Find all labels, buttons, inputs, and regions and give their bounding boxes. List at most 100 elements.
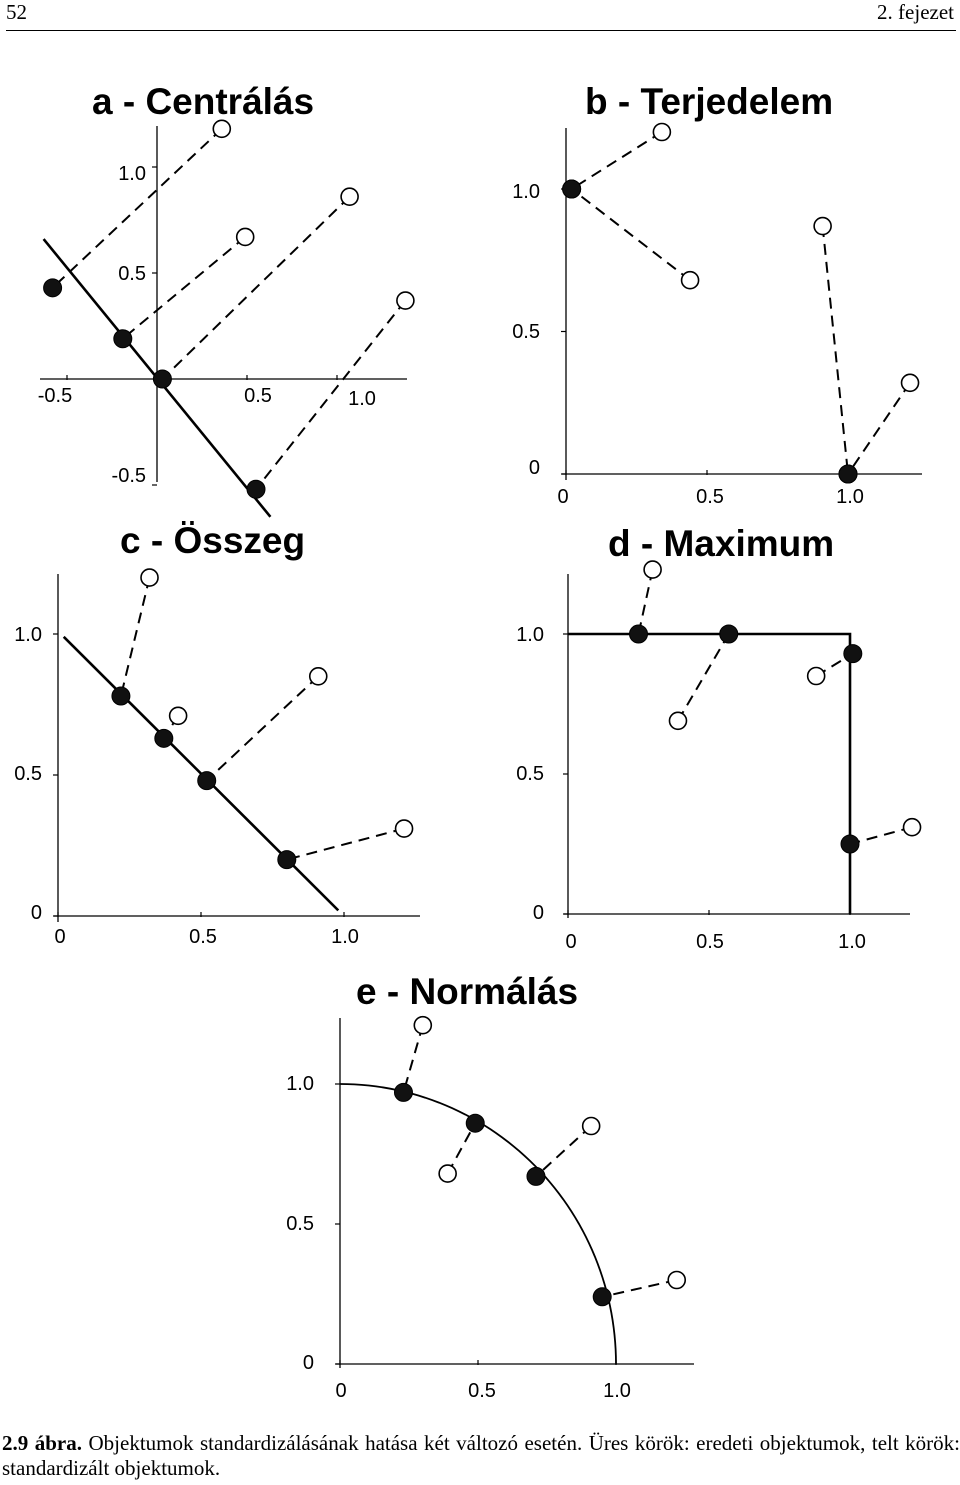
standardized-point-filled xyxy=(465,1113,485,1133)
original-point-open xyxy=(396,291,415,310)
connector-dashed xyxy=(847,382,911,475)
chapter-label: 2. fejezet xyxy=(877,0,954,24)
standardized-point-filled xyxy=(393,1082,413,1102)
x-tick-label: 0.5 xyxy=(189,926,217,948)
caption-label: 2.9 ábra. xyxy=(2,1431,82,1455)
original-point-open xyxy=(394,819,414,838)
y-tick-label: 0 xyxy=(529,457,540,479)
standardized-point-filled xyxy=(43,278,63,298)
connector-dashed xyxy=(119,577,151,697)
y-tick-label: 0.5 xyxy=(118,263,146,285)
x-tick-label: 0 xyxy=(565,931,576,953)
y-tick-label: 1.0 xyxy=(516,624,544,646)
x-tick-label: -0.5 xyxy=(38,385,72,407)
y-tick-label: -0.5 xyxy=(112,465,146,487)
standardized-point-filled xyxy=(592,1287,612,1307)
connector-dashed xyxy=(571,188,691,281)
panel-title: b - Terjedelem xyxy=(585,81,833,122)
connector-dashed xyxy=(122,236,246,340)
x-tick-label: 0.5 xyxy=(468,1380,496,1402)
y-tick-label: 0.5 xyxy=(286,1213,314,1235)
page-number: 52 xyxy=(6,0,27,24)
x-tick-label: 0 xyxy=(54,926,65,948)
panel-b: b - Terjedelem 0 0.5 1.0 1.0 0.5 0 xyxy=(512,81,922,508)
connector-dashed xyxy=(571,131,663,190)
original-point-open xyxy=(668,711,688,731)
x-tick-label: 1.0 xyxy=(603,1380,631,1402)
connector-dashed xyxy=(821,225,849,475)
original-point-open xyxy=(667,1270,687,1290)
figure-panels: a - Centrálás -0.5 0.5 1.0 1.0 0.5 -0.5 b - Ter… xyxy=(14,81,922,1402)
caption-text: Objektumok standardizálásának hatása két… xyxy=(2,1431,960,1480)
connector-dashed xyxy=(206,675,319,782)
panel-d: d - Maximum 0 0.5 1.0 1.0 0.5 0 xyxy=(516,523,922,953)
y-tick-label: 0.5 xyxy=(512,321,540,343)
original-point-open xyxy=(680,270,700,290)
x-tick-label: 0.5 xyxy=(244,385,272,407)
x-tick-label: 1.0 xyxy=(838,931,866,953)
panel-c: c - Összeg 0 0.5 1.0 1.0 0.5 0 xyxy=(14,520,420,948)
original-point-open xyxy=(168,706,188,726)
figure-caption: 2.9 ábra. Objektumok standardizálásának … xyxy=(2,1431,960,1481)
header-rule xyxy=(6,30,956,31)
original-point-open xyxy=(212,119,232,139)
original-point-open xyxy=(813,216,832,236)
y-tick-label: 1.0 xyxy=(286,1073,314,1095)
standardized-point-filled xyxy=(838,464,858,484)
x-tick-label: 1.0 xyxy=(836,486,864,508)
original-point-open xyxy=(643,560,662,579)
standardized-point-filled xyxy=(840,834,860,854)
x-tick-label: 0.5 xyxy=(696,486,724,508)
x-tick-label: 0.5 xyxy=(696,931,724,953)
original-point-open xyxy=(438,1164,457,1183)
original-point-open xyxy=(581,1116,601,1136)
standardized-point-filled xyxy=(246,479,266,499)
reference-boundary xyxy=(568,632,852,914)
original-point-open xyxy=(140,568,159,587)
original-point-open xyxy=(413,1015,433,1035)
original-point-open xyxy=(235,227,255,247)
connector-dashed xyxy=(51,128,223,289)
original-point-open xyxy=(308,666,328,686)
panel-e: e - Normálás 0 0.5 1.0 1.0 0.5 0 xyxy=(286,971,694,1402)
standardized-point-filled xyxy=(843,644,863,664)
standardized-point-filled xyxy=(113,329,133,349)
x-tick-label: 1.0 xyxy=(348,388,376,410)
panel-title: c - Összeg xyxy=(120,520,305,561)
panel-a: a - Centrálás -0.5 0.5 1.0 1.0 0.5 -0.5 xyxy=(38,81,415,518)
connector-dashed xyxy=(535,1125,592,1178)
y-tick-label: 1.0 xyxy=(512,181,540,203)
standardized-point-filled xyxy=(111,686,131,706)
standardized-point-filled xyxy=(154,728,174,748)
original-point-open xyxy=(806,666,826,686)
standardized-point-filled xyxy=(629,624,648,644)
panel-title: e - Normálás xyxy=(356,971,578,1012)
y-tick-label: 0.5 xyxy=(14,763,42,785)
y-tick-label: 1.0 xyxy=(118,163,146,185)
standardized-point-filled xyxy=(277,850,297,870)
panel-title: d - Maximum xyxy=(608,523,834,564)
connector-dashed xyxy=(637,569,654,635)
connector-dashed xyxy=(446,1122,477,1175)
connector-dashed xyxy=(601,1279,677,1298)
original-point-open xyxy=(902,817,922,837)
x-tick-label: 1.0 xyxy=(331,926,359,948)
connector-dashed xyxy=(402,1024,424,1093)
standardized-point-filled xyxy=(526,1166,546,1186)
original-point-open xyxy=(900,373,920,393)
y-tick-label: 0 xyxy=(31,902,42,924)
standardized-point-filled xyxy=(197,771,217,791)
x-tick-label: 0 xyxy=(557,486,568,508)
y-tick-label: 0 xyxy=(303,1352,314,1374)
y-tick-label: 0.5 xyxy=(516,763,544,785)
standardized-point-filled xyxy=(152,369,172,389)
connector-dashed xyxy=(286,827,405,861)
standardized-point-filled xyxy=(562,179,582,199)
x-tick-label: 0 xyxy=(335,1380,346,1402)
standardized-point-filled xyxy=(719,624,739,644)
original-point-open xyxy=(340,187,359,206)
page-header: 52 2. fejezet xyxy=(0,0,960,34)
connector-dashed xyxy=(849,826,913,845)
connector-dashed xyxy=(161,195,351,380)
connector-dashed xyxy=(255,299,407,490)
